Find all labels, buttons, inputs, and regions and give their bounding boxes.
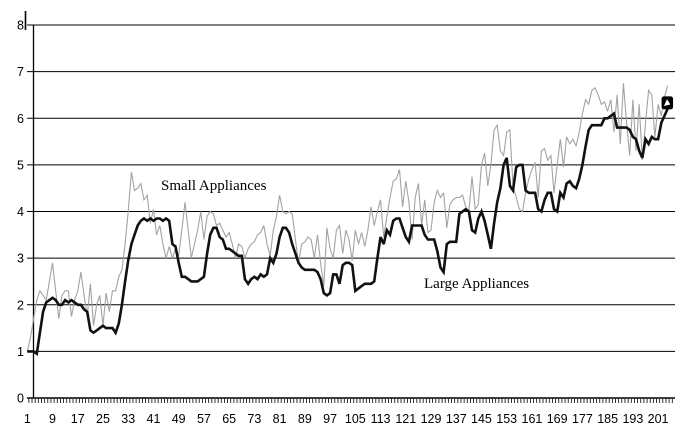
x-tick-label-57: 57 xyxy=(197,412,211,426)
x-tick-label-33: 33 xyxy=(121,412,135,426)
y-tick-label-7: 7 xyxy=(17,65,24,79)
x-tick-label-169: 169 xyxy=(547,412,568,426)
x-axis-labels: 1 9 17 25 33 41 49 57 65 73 81 89 97 105 113 121 129 137 1… xyxy=(24,412,669,426)
small-appliances-series-label: Small Appliances xyxy=(161,178,267,194)
x-tick-label-17: 17 xyxy=(71,412,85,426)
axes xyxy=(27,25,675,399)
x-tick-label-9: 9 xyxy=(49,412,56,426)
x-axis-ticks xyxy=(28,398,673,403)
x-tick-label-105: 105 xyxy=(345,412,366,426)
x-tick-label-65: 65 xyxy=(222,412,236,426)
y-tick-label-1: 1 xyxy=(17,345,24,359)
x-tick-label-177: 177 xyxy=(572,412,593,426)
line-end-marker xyxy=(661,96,674,110)
x-tick-label-41: 41 xyxy=(147,412,161,426)
y-axis-labels: 0 1 2 3 4 5 6 7 8 xyxy=(17,19,24,406)
x-tick-label-201: 201 xyxy=(648,412,669,426)
x-tick-label-161: 161 xyxy=(522,412,543,426)
series-lines xyxy=(26,83,669,357)
y-tick-label-8: 8 xyxy=(17,19,24,33)
x-tick-label-129: 129 xyxy=(421,412,442,426)
y-tick-label-6: 6 xyxy=(17,112,24,126)
y-tick-label-2: 2 xyxy=(17,298,24,312)
y-tick-label-3: 3 xyxy=(17,252,24,266)
x-tick-label-81: 81 xyxy=(273,412,287,426)
y-tick-label-0: 0 xyxy=(17,392,24,406)
large-appliances-line xyxy=(27,108,669,357)
x-tick-label-25: 25 xyxy=(96,412,110,426)
x-tick-label-137: 137 xyxy=(446,412,467,426)
x-tick-label-97: 97 xyxy=(323,412,337,426)
y-tick-label-5: 5 xyxy=(17,158,24,172)
large-appliances-series-label: Large Appliances xyxy=(424,276,529,292)
y-tick-label-4: 4 xyxy=(17,205,24,219)
cursor-arrow-glyph xyxy=(663,99,671,107)
x-tick-label-73: 73 xyxy=(247,412,261,426)
small-appliances-line xyxy=(26,83,669,352)
x-tick-label-121: 121 xyxy=(395,412,416,426)
x-tick-label-153: 153 xyxy=(496,412,517,426)
gridlines xyxy=(27,24,675,352)
x-tick-label-1: 1 xyxy=(24,412,31,426)
x-tick-label-113: 113 xyxy=(371,412,391,426)
x-tick-label-185: 185 xyxy=(597,412,618,426)
x-tick-label-89: 89 xyxy=(298,412,312,426)
x-tick-label-145: 145 xyxy=(471,412,492,426)
x-tick-label-49: 49 xyxy=(172,412,186,426)
x-tick-label-193: 193 xyxy=(622,412,643,426)
